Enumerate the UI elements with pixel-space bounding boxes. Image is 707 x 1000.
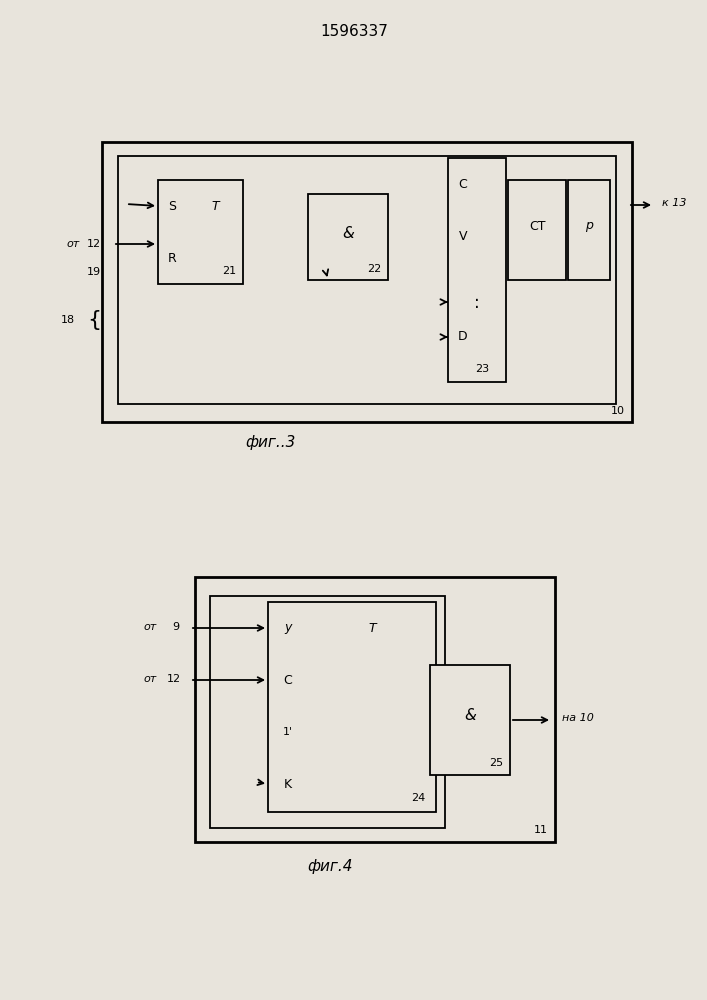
- Text: 23: 23: [475, 364, 489, 374]
- Text: фиг..3: фиг..3: [245, 434, 296, 450]
- Text: T: T: [211, 200, 218, 213]
- Text: R: R: [168, 251, 176, 264]
- Text: 18: 18: [61, 315, 75, 325]
- Text: от: от: [144, 622, 157, 632]
- Text: от: от: [144, 674, 157, 684]
- Text: D: D: [458, 330, 468, 344]
- Text: 9: 9: [172, 622, 179, 632]
- Text: 22: 22: [367, 264, 381, 274]
- Bar: [308, 194, 388, 280]
- Text: S: S: [168, 200, 176, 213]
- Text: 12: 12: [87, 239, 101, 249]
- Bar: [195, 577, 555, 842]
- Text: от: от: [66, 239, 80, 249]
- Bar: [102, 142, 632, 422]
- Text: CT: CT: [529, 220, 545, 232]
- Bar: [158, 180, 243, 284]
- Text: C: C: [284, 674, 293, 686]
- Text: у: у: [284, 621, 292, 635]
- Text: 19: 19: [87, 267, 101, 277]
- Text: 12: 12: [167, 674, 181, 684]
- Text: на 10: на 10: [562, 713, 594, 723]
- Text: фиг.4: фиг.4: [308, 859, 353, 874]
- Text: 25: 25: [489, 758, 503, 768]
- Bar: [268, 602, 436, 812]
- Text: к 13: к 13: [662, 198, 686, 208]
- Text: &: &: [342, 226, 354, 240]
- Bar: [430, 665, 510, 775]
- Text: 10: 10: [611, 406, 625, 416]
- Text: 21: 21: [222, 266, 236, 276]
- Text: р: р: [585, 220, 593, 232]
- Bar: [508, 180, 566, 280]
- Text: :: :: [474, 294, 480, 312]
- Text: {: {: [87, 310, 101, 330]
- Bar: [448, 158, 506, 382]
- Text: 1596337: 1596337: [320, 24, 388, 39]
- Text: K: K: [284, 778, 292, 790]
- Text: 24: 24: [411, 793, 425, 803]
- Text: V: V: [459, 230, 467, 242]
- Text: 1': 1': [283, 727, 293, 737]
- Text: &: &: [464, 708, 476, 722]
- Bar: [118, 156, 616, 404]
- Text: T: T: [368, 621, 376, 635]
- Text: 11: 11: [534, 825, 548, 835]
- Bar: [568, 180, 610, 280]
- Bar: [210, 596, 445, 828]
- Text: C: C: [459, 178, 467, 190]
